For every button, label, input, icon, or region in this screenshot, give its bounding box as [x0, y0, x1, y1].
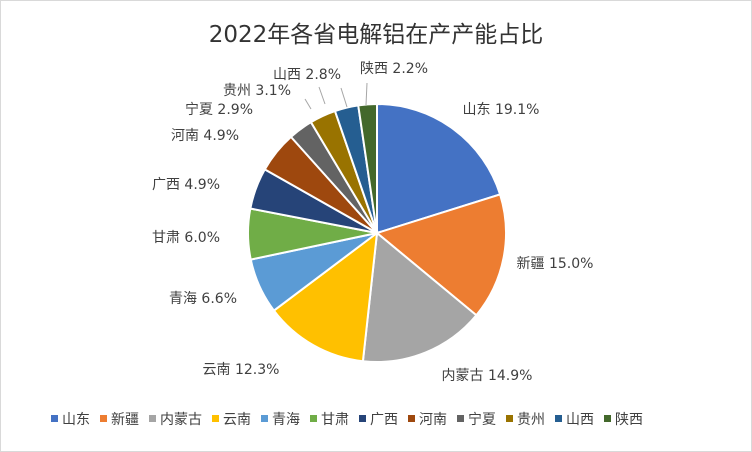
legend-label-2: 新疆: [111, 412, 139, 428]
data-label-11: 山西 2.8%: [273, 67, 341, 83]
legend-label-7: 广西: [370, 412, 398, 428]
legend-swatch-11: [555, 415, 562, 422]
leader-line-12: [365, 82, 368, 106]
data-labels: 山东 19.1% 新疆 15.0% 内蒙古 14.9% 云南 12.3% 青海 6.6%…: [152, 61, 593, 384]
leader-lines: [304, 82, 368, 110]
leader-line-11: [340, 87, 348, 108]
legend-label-3: 内蒙古: [160, 412, 202, 428]
pie-slice-4: [272, 230, 379, 363]
legend-label-8: 河南: [419, 412, 447, 428]
legend-swatch-8: [408, 415, 415, 422]
legend-label-4: 云南: [223, 412, 251, 428]
chart-title: 2022年各省电解铝在产产能占比: [209, 22, 544, 48]
data-label-9: 宁夏 2.9%: [185, 101, 253, 118]
data-label-8: 河南 4.9%: [171, 128, 239, 144]
legend-swatch-7: [359, 415, 366, 422]
legend-label-12: 陕西: [615, 412, 643, 428]
data-label-5: 青海 6.6%: [169, 291, 237, 307]
legend-label-11: 山西: [566, 412, 594, 428]
legend-swatch-12: [604, 415, 611, 422]
data-label-3: 内蒙古 14.9%: [442, 368, 533, 384]
legend-label-10: 贵州: [517, 412, 545, 428]
data-label-7: 广西 4.9%: [152, 177, 220, 193]
data-label-2: 新疆 15.0%: [517, 256, 594, 272]
legend-swatch-5: [261, 415, 268, 422]
data-label-10: 贵州 3.1%: [223, 83, 291, 99]
leader-line-9: [304, 98, 312, 110]
data-label-6: 甘肃 6.0%: [152, 230, 220, 246]
leader-line-10: [318, 86, 326, 105]
legend-label-5: 青海: [272, 412, 300, 428]
legend-swatch-9: [457, 415, 464, 422]
data-label-12: 陕西 2.2%: [360, 61, 428, 77]
data-label-1: 山东 19.1%: [463, 102, 540, 118]
pie-slice-2: [374, 193, 507, 317]
pie-slice-3: [361, 231, 478, 363]
pie-slices: [247, 102, 507, 363]
legend-swatch-1: [51, 415, 58, 422]
legend: 山东 新疆 内蒙古 云南 青海 甘肃 广西 河南 宁夏 贵州 山西 陕西: [51, 411, 643, 428]
legend-swatch-3: [149, 415, 156, 422]
legend-swatch-4: [212, 415, 219, 422]
legend-label-9: 宁夏: [468, 411, 496, 428]
pie-slice-12: [357, 102, 378, 234]
legend-swatch-2: [100, 415, 107, 422]
legend-label-6: 甘肃: [321, 412, 349, 428]
legend-swatch-10: [506, 415, 513, 422]
legend-swatch-6: [310, 415, 317, 422]
data-label-4: 云南 12.3%: [203, 362, 280, 378]
legend-label-1: 山东: [62, 412, 90, 428]
pie-slice-1: [376, 102, 502, 235]
